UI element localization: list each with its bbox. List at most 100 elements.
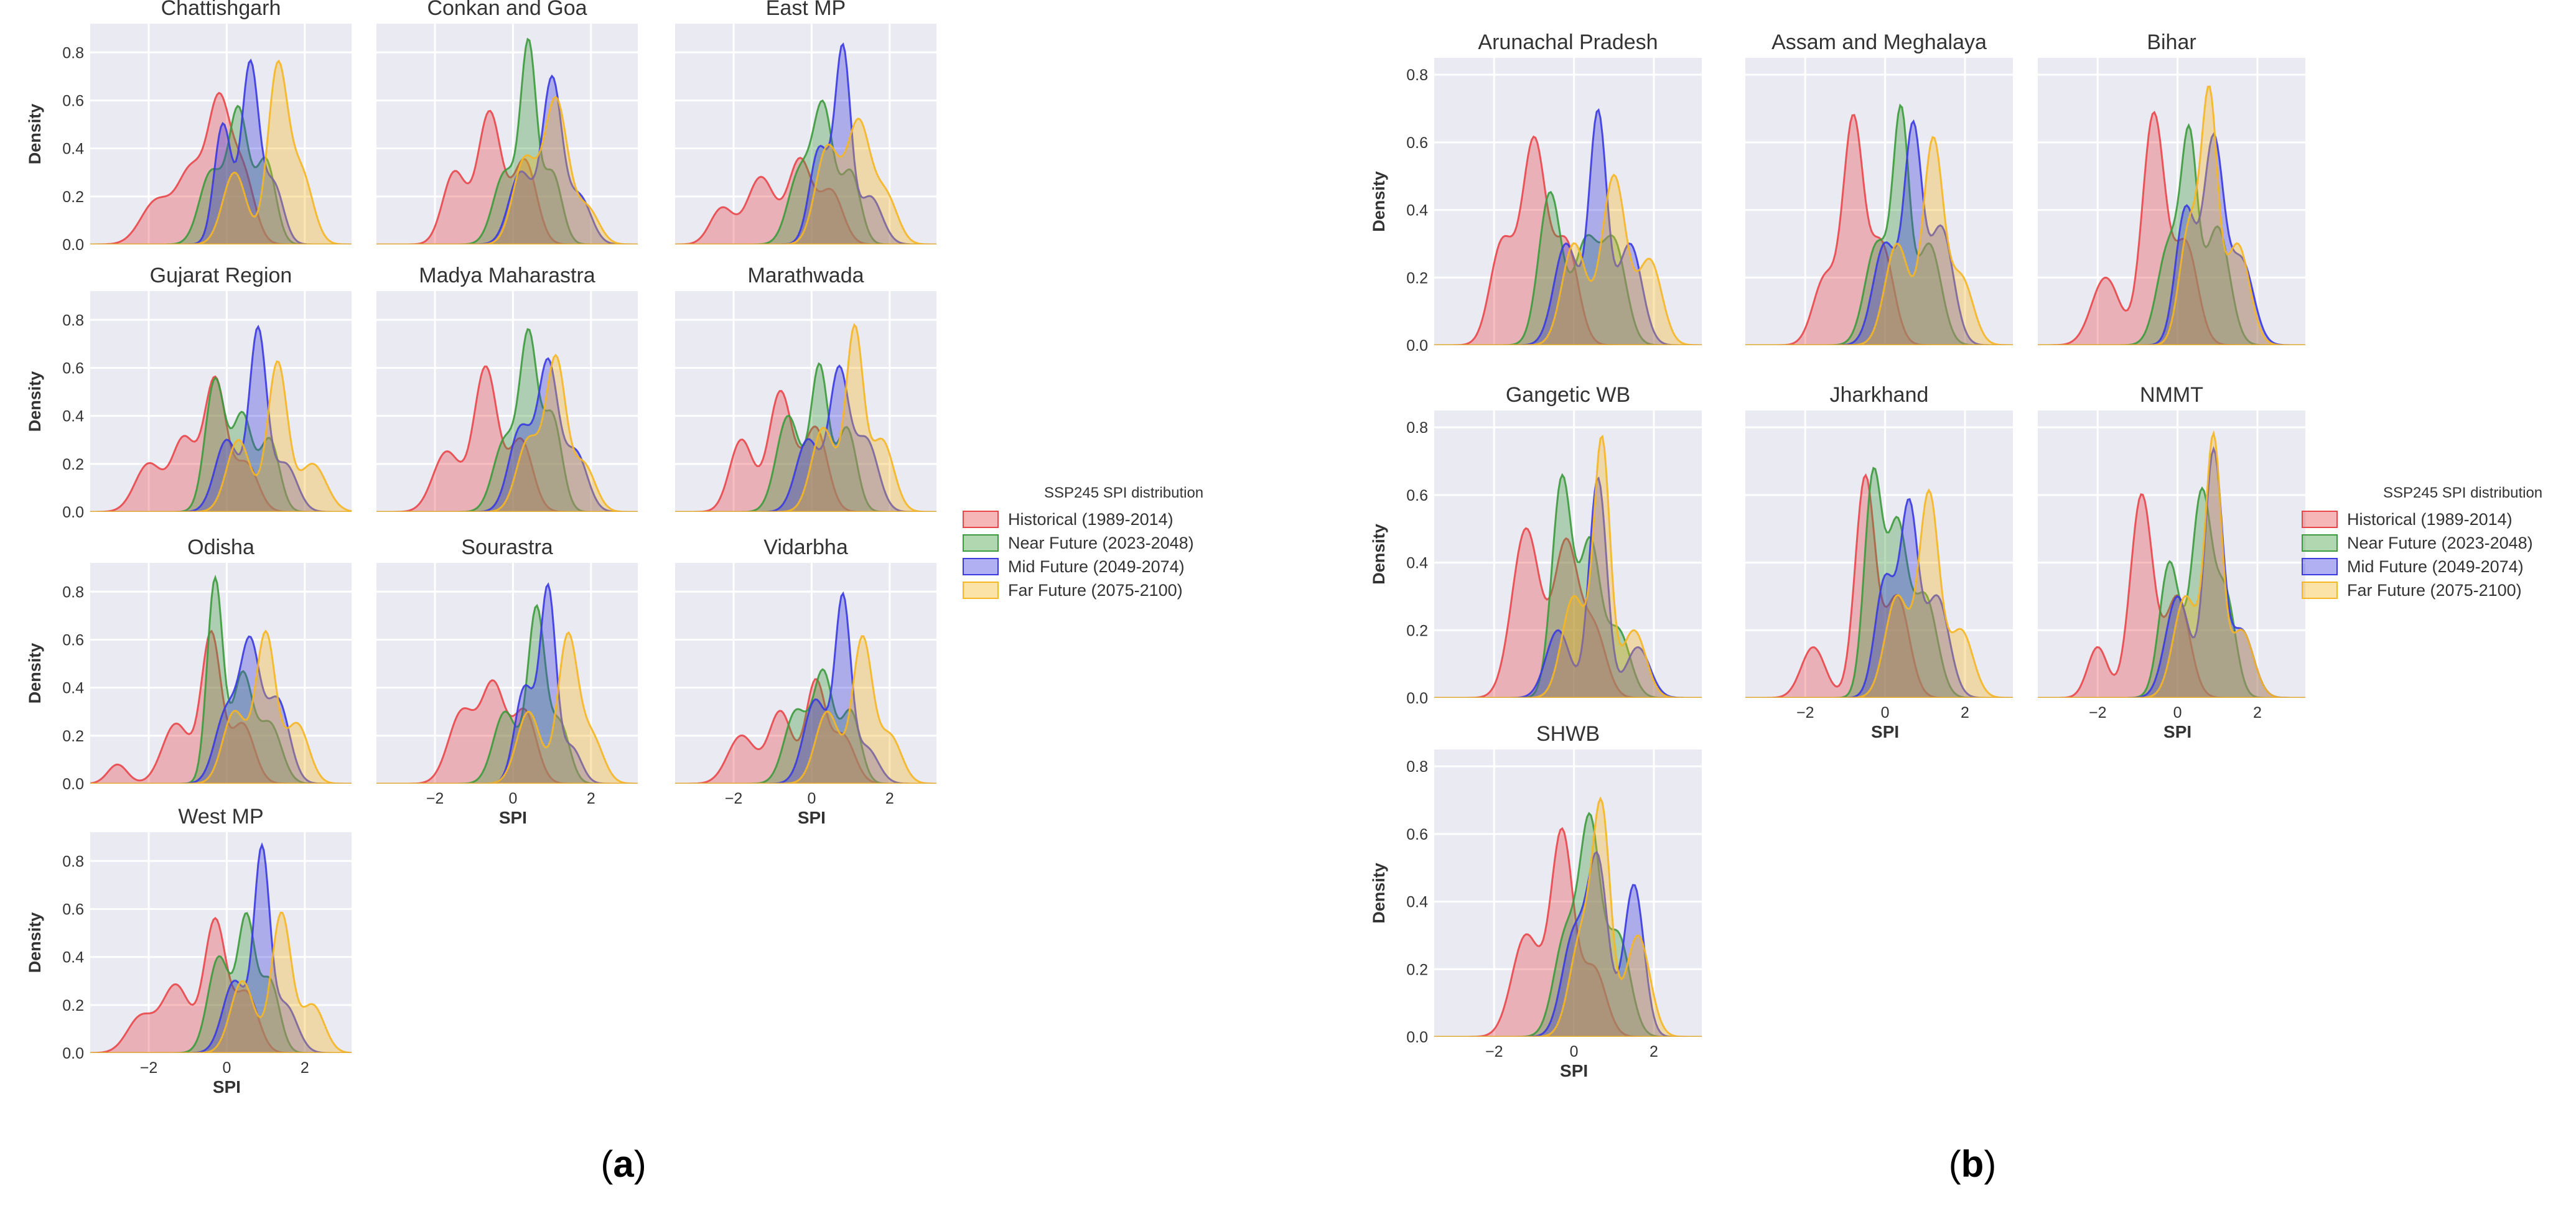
x-tick-label: 0 <box>222 1059 231 1077</box>
x-axis-label: SPI <box>499 808 527 827</box>
x-tick-label: 2 <box>1961 704 1969 721</box>
y-axis-label: Density <box>1370 863 1388 924</box>
y-tick-label: 0.6 <box>62 631 84 649</box>
density-area-mid-future-2049-2074 <box>1434 108 1702 345</box>
figure-b-caption: (b) <box>1949 1143 1997 1185</box>
panel-title: Marathwada <box>747 264 864 287</box>
panel-background <box>1745 411 2013 698</box>
legend-swatch-historical-1989-2014 <box>2302 511 2338 528</box>
y-tick-label: 0.6 <box>62 359 84 377</box>
legend-entry: Near Future (2023-2048) <box>1008 534 1194 552</box>
legend-swatch-far-future-2075-2100 <box>2302 582 2338 599</box>
panel-background <box>376 563 638 784</box>
density-areas <box>1745 466 2013 698</box>
density-area-historical-1989-2014 <box>2038 110 2305 345</box>
legend-swatch-mid-future-2049-2074 <box>963 558 999 575</box>
density-areas <box>376 582 638 784</box>
figure-a-panels: Chattishgarh 0.0 0.2 0.4 0.6 0.8 Density Conkan… <box>26 0 936 1097</box>
density-areas <box>1434 108 1702 345</box>
density-area-far-future-2075-2100 <box>376 631 638 784</box>
panel-title: Arunachal Pradesh <box>1478 30 1658 54</box>
density-area-far-future-2075-2100 <box>90 629 352 784</box>
x-tick-label: 0 <box>807 790 816 807</box>
density-areas <box>675 323 936 512</box>
density-area-mid-future-2049-2074 <box>90 324 352 512</box>
density-area-far-future-2075-2100 <box>2038 85 2305 345</box>
density-area-far-future-2075-2100 <box>1434 434 1702 698</box>
density-areas <box>2038 85 2305 345</box>
x-tick-label: 0 <box>1881 704 1890 721</box>
x-tick-label: 0 <box>1570 1043 1579 1060</box>
panel-background <box>90 291 352 512</box>
y-tick-label: 0.4 <box>1406 202 1428 220</box>
density-areas <box>90 842 352 1053</box>
y-tick-label: 0.2 <box>62 456 84 473</box>
density-area-far-future-2075-2100 <box>376 95 638 244</box>
legend-swatch-near-future-2023-2048 <box>2302 534 2338 552</box>
panel-title: Sourastra <box>461 536 553 559</box>
y-tick-label: 0.2 <box>1406 622 1428 639</box>
y-tick-label: 0.4 <box>1406 894 1428 911</box>
panel-background <box>675 563 936 784</box>
panel-title: NMMT <box>2140 383 2203 407</box>
legend-title: SSP245 SPI distribution <box>2383 485 2542 501</box>
density-area-mid-future-2049-2074 <box>1745 119 2013 345</box>
x-tick-label: 2 <box>301 1059 309 1077</box>
legend-entry: Near Future (2023-2048) <box>2347 534 2533 552</box>
panel-sourastra: Sourastra −2 0 2 SPI <box>376 536 638 827</box>
y-axis-label: Density <box>26 104 44 165</box>
density-areas <box>90 58 352 244</box>
legend-swatch-far-future-2075-2100 <box>963 582 999 599</box>
density-areas <box>1745 103 2013 345</box>
y-tick-label: 0.4 <box>1406 555 1428 572</box>
panel-title: East MP <box>766 0 846 20</box>
density-area-far-future-2075-2100 <box>376 353 638 512</box>
density-area-mid-future-2049-2074 <box>376 582 638 784</box>
x-axis-label: SPI <box>1560 1061 1588 1080</box>
x-tick-label: 2 <box>885 790 894 807</box>
panel-gujarat-region: Gujarat Region 0.0 0.2 0.4 0.6 0.8 Density <box>26 264 352 521</box>
y-axis-label: Density <box>26 912 44 973</box>
density-area-near-future-2023-2048 <box>675 99 936 244</box>
x-axis-label: SPI <box>1871 722 1899 741</box>
density-area-far-future-2075-2100 <box>675 635 936 784</box>
y-tick-label: 0.0 <box>62 236 84 254</box>
density-area-historical-1989-2014 <box>90 917 352 1053</box>
y-tick-label: 0.0 <box>1406 690 1428 707</box>
density-area-mid-future-2049-2074 <box>675 42 936 244</box>
legend-entry: Historical (1989-2014) <box>2347 510 2513 529</box>
panel-title: West MP <box>178 805 263 828</box>
x-tick-label: 0 <box>2173 704 2182 721</box>
panel-title: Chattishgarh <box>161 0 281 20</box>
y-tick-label: 0.8 <box>1406 419 1428 437</box>
legend-swatch-historical-1989-2014 <box>963 511 999 528</box>
density-area-mid-future-2049-2074 <box>2038 132 2305 345</box>
figure-a-caption: (a) <box>600 1143 646 1185</box>
density-areas <box>90 574 352 784</box>
y-tick-label: 0.6 <box>62 92 84 109</box>
y-tick-label: 0.2 <box>1406 961 1428 978</box>
panel-title: Madya Maharastra <box>419 264 595 287</box>
density-area-mid-future-2049-2074 <box>376 357 638 512</box>
legend-a: SSP245 SPI distribution Historical (1989-… <box>963 485 1203 600</box>
density-area-far-future-2075-2100 <box>1434 796 1702 1037</box>
density-area-historical-1989-2014 <box>2038 493 2305 698</box>
density-area-far-future-2075-2100 <box>90 911 352 1053</box>
y-tick-label: 0.4 <box>62 949 84 967</box>
panel-marathwada: Marathwada <box>675 264 936 513</box>
density-area-far-future-2075-2100 <box>1745 488 2013 698</box>
panel-gangetic-wb: Gangetic WB 0.0 0.2 0.4 0.6 0.8 Density <box>1370 383 1702 707</box>
density-area-far-future-2075-2100 <box>675 323 936 512</box>
density-area-mid-future-2049-2074 <box>1434 476 1702 698</box>
y-tick-label: 0.8 <box>1406 67 1428 84</box>
density-area-historical-1989-2014 <box>1745 114 2013 345</box>
density-area-mid-future-2049-2074 <box>376 74 638 244</box>
density-area-near-future-2023-2048 <box>90 104 352 244</box>
y-tick-label: 0.6 <box>1406 826 1428 843</box>
density-area-historical-1989-2014 <box>90 91 352 244</box>
panel-title: Gangetic WB <box>1506 383 1630 407</box>
figure-b-panels: Arunachal Pradesh0.00.20.40.60.8DensityA… <box>1370 30 2305 1080</box>
y-tick-label: 0.6 <box>1406 134 1428 152</box>
x-tick-label: 2 <box>2253 704 2262 721</box>
